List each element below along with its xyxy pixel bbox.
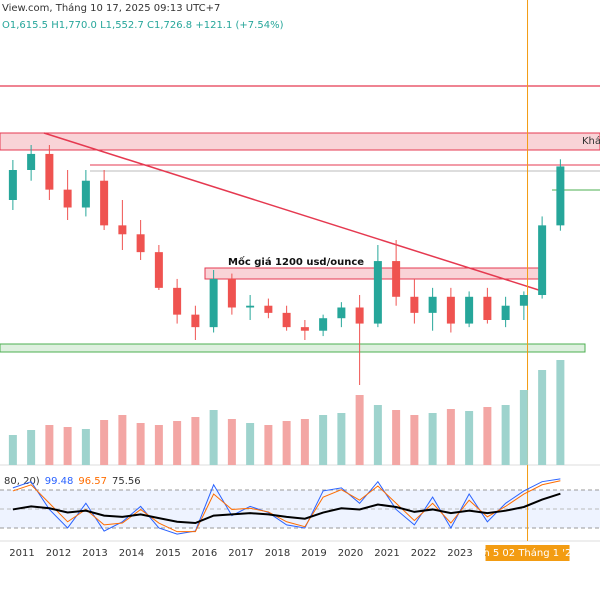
trendline	[43, 132, 546, 293]
candle-body	[538, 225, 547, 295]
volume-bar	[519, 390, 528, 465]
volume-bar	[556, 360, 565, 465]
volume-bar	[373, 405, 382, 465]
volume-bar	[27, 430, 36, 465]
x-tick-label: 2018	[265, 548, 290, 559]
candle-body	[519, 295, 528, 306]
stoch-value: 80, 20)	[4, 476, 40, 487]
volume-bar	[209, 410, 218, 465]
x-tick-label: 2021	[374, 548, 399, 559]
candle-body	[483, 296, 492, 320]
candle-body	[209, 278, 218, 328]
candle-body	[8, 170, 17, 200]
volume-bar	[501, 405, 510, 465]
volume-bar	[337, 413, 346, 465]
candle-body	[465, 296, 474, 324]
volume-bar	[81, 429, 90, 465]
volume-bar	[45, 425, 54, 465]
candle-body	[100, 180, 109, 226]
candle-body	[392, 261, 401, 297]
candle-body	[501, 305, 510, 320]
volume-bar	[118, 415, 127, 465]
volume-bar	[173, 421, 182, 465]
candle-body	[556, 166, 565, 226]
volume-bar	[246, 423, 255, 465]
candle-body	[246, 305, 255, 308]
demand-zone	[0, 343, 586, 353]
x-tick-label: 2013	[82, 548, 107, 559]
candle-body	[173, 287, 182, 315]
x-tick-label: 2012	[46, 548, 71, 559]
candle-body	[154, 252, 163, 288]
candle-body	[27, 153, 36, 170]
x-tick-label: 2014	[119, 548, 144, 559]
x-tick-label: 2011	[9, 548, 34, 559]
resistance-label: Khán	[582, 135, 600, 147]
ohlc-readout: O1,615.5 H1,770.0 L1,552.7 C1,726.8 +121…	[2, 20, 284, 31]
volume-bar	[300, 419, 309, 465]
chart-source: View.com, Tháng 10 17, 2025 09:13 UTC+7	[2, 2, 220, 14]
candle-body	[227, 278, 236, 308]
candle-body	[319, 318, 328, 331]
cursor-label: Th 5 02 Tháng 1 '25	[476, 547, 578, 559]
x-tick-label: 2017	[228, 548, 253, 559]
volume-bar	[154, 425, 163, 465]
volume-bar	[446, 409, 455, 465]
candle-body	[81, 180, 90, 208]
volume-bar	[483, 407, 492, 465]
candle-body	[300, 327, 309, 331]
x-tick-label: 2016	[192, 548, 217, 559]
candle-body	[264, 305, 273, 313]
candle-body	[337, 307, 346, 319]
candle-body	[355, 307, 364, 324]
volume-bar	[355, 395, 364, 465]
volume-bar	[392, 410, 401, 465]
candle-body	[191, 314, 200, 328]
resistance-zone	[0, 132, 600, 151]
stoch-value: 75.56	[112, 476, 141, 487]
volume-bar	[428, 413, 437, 465]
stoch-line	[12, 480, 561, 533]
volume-bar	[410, 415, 419, 465]
stoch-value: 99.48	[45, 476, 74, 487]
candle-body	[373, 261, 382, 324]
x-tick-label: 2019	[301, 548, 326, 559]
stoch-line	[12, 478, 561, 535]
cursor-label-bg	[485, 545, 570, 561]
volume-bar	[191, 417, 200, 465]
candle-body	[136, 234, 145, 253]
candle-body	[63, 189, 72, 208]
stoch-legend: 80, 20) 99.48 96.57 75.56	[4, 476, 141, 487]
volume-bar	[227, 419, 236, 465]
volume-bar	[282, 421, 291, 465]
candle-body	[446, 296, 455, 324]
x-tick-label: 2023	[447, 548, 472, 559]
stoch-value: 96.57	[78, 476, 107, 487]
volume-bar	[264, 425, 273, 465]
x-tick-label: 2022	[411, 548, 436, 559]
volume-bar	[100, 420, 109, 465]
volume-bar	[465, 411, 474, 465]
volume-bar	[8, 435, 17, 465]
candle-body	[410, 296, 419, 313]
volume-bar	[136, 423, 145, 465]
candle-body	[118, 225, 127, 235]
x-tick-label: 2020	[338, 548, 363, 559]
support-label: Mốc giá 1200 usd/ounce	[228, 255, 364, 268]
candle-body	[428, 296, 437, 313]
x-tick-label: 2015	[155, 548, 180, 559]
stoch-line	[12, 492, 561, 525]
volume-bar	[319, 415, 328, 465]
support-zone	[204, 267, 541, 280]
candle-body	[45, 153, 54, 190]
candle-body	[282, 312, 291, 328]
volume-bar	[63, 427, 72, 465]
volume-bar	[538, 370, 547, 465]
